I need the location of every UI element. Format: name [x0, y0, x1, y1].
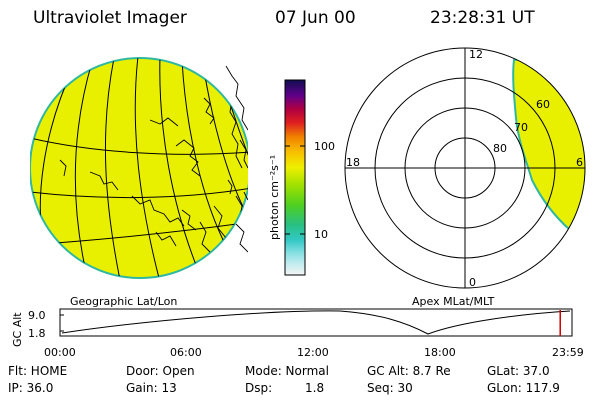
status-gc-alt: GC Alt: 8.7 Re: [367, 364, 451, 378]
meridian: [181, 59, 229, 251]
intensity-colorbar: 100 10 photon cm⁻²s⁻¹: [268, 79, 335, 276]
altitude-timeline: GC Alt 9.0 1.8 00:00 06:00 12:00 18:00 2…: [11, 308, 584, 359]
timeline-ytick-low: 1.8: [28, 327, 46, 340]
status-gain: Gain: 13: [126, 381, 177, 395]
mlt-label-12: 12: [469, 48, 483, 61]
status-mode: Mode: Normal: [245, 364, 329, 378]
timeline-xtick-1800: 18:00: [424, 346, 456, 359]
timeline-frame: [59, 308, 573, 337]
mlt-label-0: 0: [469, 276, 476, 289]
image-date: 07 Jun 00: [275, 8, 356, 28]
mlt-label-18: 18: [346, 156, 360, 169]
timeline-ylabel: GC Alt: [11, 312, 24, 347]
timeline-ytick-high: 9.0: [28, 309, 46, 322]
mlat-label-80: 80: [493, 142, 507, 155]
meridian: [159, 58, 199, 271]
status-seq: Seq: 30: [367, 381, 413, 395]
meridian: [74, 61, 93, 273]
status-dsp-value: 1.8: [305, 381, 325, 395]
status-dsp-label: Dsp:: [245, 381, 273, 395]
status-glon: GLon: 117.9: [487, 381, 560, 395]
left-panel-caption: Geographic Lat/Lon: [70, 295, 177, 308]
status-glat: GLat: 37.0: [487, 364, 550, 378]
colorbar-tick-100: 100: [314, 140, 335, 153]
mlt-label-6: 6: [576, 156, 583, 169]
mlat-label-60: 60: [536, 98, 550, 111]
colorbar-tick-10: 10: [314, 228, 328, 241]
right-panel-caption: Apex MLat/MLT: [412, 295, 495, 308]
timeline-xtick-1200: 12:00: [297, 346, 329, 359]
geographic-map: [30, 57, 248, 279]
instrument-title: Ultraviolet Imager: [33, 8, 187, 28]
meridian: [134, 58, 161, 278]
parallel: [30, 187, 248, 199]
polar-mlat-mlt-plot: 12 18 6 0 60 70 80: [344, 47, 586, 289]
timeline-xtick-2359: 23:59: [552, 346, 584, 359]
colorbar-unit-label: photon cm⁻²s⁻¹: [268, 155, 281, 240]
image-time: 23:28:31 UT: [430, 8, 535, 28]
auroral-oval: [512, 58, 585, 242]
colorbar-gradient: [284, 79, 306, 276]
altitude-curve: [61, 310, 571, 335]
timeline-xtick-0000: 00:00: [44, 346, 76, 359]
mlat-label-70: 70: [514, 121, 528, 134]
parallel: [30, 137, 248, 155]
status-ip: IP: 36.0: [8, 381, 54, 395]
meridian: [104, 58, 121, 278]
status-filter: Flt: HOME: [8, 364, 68, 378]
status-door: Door: Open: [126, 364, 195, 378]
coastlines-outside: [225, 65, 248, 253]
timeline-xtick-0600: 06:00: [170, 346, 202, 359]
